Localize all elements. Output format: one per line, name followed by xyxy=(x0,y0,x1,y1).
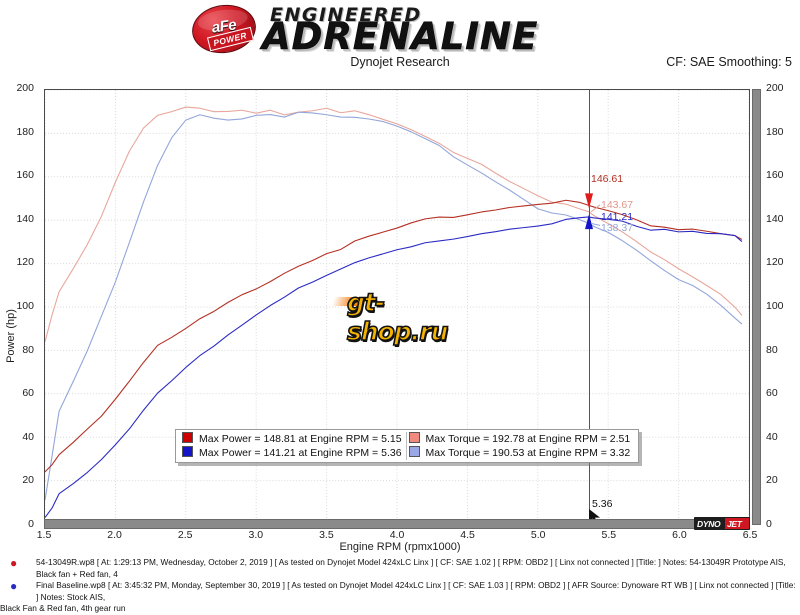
legend-swatch-power-blue xyxy=(180,446,197,460)
y-tick-right: 60 xyxy=(766,387,778,400)
y-tick-left: 60 xyxy=(22,387,34,400)
footer-note-2-wrap-text: Black Fan & Red fan, 4th gear run xyxy=(0,603,126,613)
y-tick-left: 40 xyxy=(22,430,34,443)
y-axis-left: Power (hp) 0 20 40 60 80 100 120 140 160 180 200 xyxy=(0,80,44,535)
legend-swatch-power-red xyxy=(180,432,197,446)
plot-curves xyxy=(45,106,743,518)
legend-label-max-torque-red: Max Torque = 192.78 at Engine RPM = 2.51 xyxy=(425,433,631,445)
y-tick-right: 140 xyxy=(766,212,784,225)
y-axis-right: Torque (ft-lbs) 020406080100120140160180… xyxy=(750,80,800,535)
chart-subtitle: Dynojet Research xyxy=(350,55,450,69)
footer-note-1-text: 54-13049R.wp8 [ At: 1:29:13 PM, Wednesda… xyxy=(36,557,786,579)
y-tick-left: 180 xyxy=(16,125,34,138)
x-tick: 4.5 xyxy=(460,529,475,541)
y-tick-left: 120 xyxy=(16,256,34,269)
x-tick: 4.0 xyxy=(389,529,405,541)
legend-row: Max Power = 148.81 at Engine RPM = 5.15 … xyxy=(180,432,634,446)
legend-label-max-power-blue: Max Power = 141.21 at Engine RPM = 5.36 xyxy=(199,447,402,459)
logo-line-adrenaline: ADRENALINE xyxy=(262,15,539,58)
x-tick: 5.0 xyxy=(530,529,546,541)
x-tick: 1.5 xyxy=(36,529,52,541)
x-tick: 3.0 xyxy=(248,529,264,541)
logo-line-engineered: ENGINEERED xyxy=(270,4,422,26)
x-tick: 3.5 xyxy=(319,529,334,541)
y-tick-right: 40 xyxy=(766,430,778,443)
x-tick: 6.5 xyxy=(742,529,758,541)
x-tick: 6.0 xyxy=(672,529,687,541)
chart-footer: ● 54-13049R.wp8 [ At: 1:29:13 PM, Wednes… xyxy=(0,557,800,615)
y-tick-right: 160 xyxy=(766,169,784,182)
cf-smoothing-label: CF: SAE Smoothing: 5 xyxy=(666,55,792,69)
chart-legend: Max Power = 148.81 at Engine RPM = 5.15 … xyxy=(175,429,640,463)
dynojet-watermark: DYNO JET xyxy=(694,517,750,530)
cursor-value-power-blue: 141.21 xyxy=(601,211,634,224)
y-axis-right-bar xyxy=(752,89,761,525)
cursor-vertical-line[interactable] xyxy=(589,89,590,525)
y-tick-right: 0 xyxy=(766,518,772,530)
y-tick-left: 0 xyxy=(28,518,34,530)
chart-header: aFe POWER ENGINEERED ADRENALINE Dynojet … xyxy=(0,0,800,80)
x-tick: 2.0 xyxy=(107,529,122,541)
gt-shop-watermark: gt-shop.ru xyxy=(331,283,477,347)
y-tick-right: 180 xyxy=(766,125,784,138)
cursor-pointer-icon xyxy=(589,509,600,524)
afe-adrenaline-logo: aFe POWER ENGINEERED ADRENALINE xyxy=(188,0,608,58)
x-axis-bar xyxy=(44,519,750,529)
cursor-value-torque-red: 143.67 xyxy=(601,198,634,211)
y-tick-left: 20 xyxy=(22,474,34,487)
y-tick-right: 100 xyxy=(766,300,784,312)
y-tick-right: 80 xyxy=(766,343,778,356)
legend-label-max-power-red: Max Power = 148.81 at Engine RPM = 5.15 xyxy=(199,433,402,445)
y-tick-left: 200 xyxy=(16,82,34,94)
y-tick-left: 100 xyxy=(16,300,34,312)
dynojet-label-jet-box: JET xyxy=(725,518,749,529)
cursor-value-power-red: 146.61 xyxy=(591,173,624,186)
dynojet-label-jet: JET xyxy=(727,519,742,529)
footer-note-2: ● Final Baseline.wp8 [ At: 3:45:32 PM, M… xyxy=(0,580,800,603)
legend-row: Max Power = 141.21 at Engine RPM = 5.36 … xyxy=(180,446,634,460)
footer-note-2-text: Final Baseline.wp8 [ At: 3:45:32 PM, Mon… xyxy=(36,580,796,602)
x-tick: 5.5 xyxy=(601,529,617,541)
legend-swatch-torque-blue xyxy=(405,446,424,460)
dynojet-label-dyno: DYNO xyxy=(697,519,721,529)
bullet-blue-icon: ● xyxy=(10,579,18,593)
x-axis-title: Engine RPM (rpmx1000) xyxy=(339,541,461,553)
cursor-value-torque-blue: 138.37 xyxy=(601,222,634,235)
y-tick-right: 20 xyxy=(766,474,778,487)
y-tick-left: 160 xyxy=(16,169,34,182)
cursor-rpm-label: 5.36 xyxy=(592,498,613,510)
footer-note-2-wrap: Black Fan & Red fan, 4th gear run xyxy=(0,603,800,615)
y-tick-right: 120 xyxy=(766,256,784,269)
y-tick-left: 80 xyxy=(22,343,34,356)
footer-note-1: ● 54-13049R.wp8 [ At: 1:29:13 PM, Wednes… xyxy=(0,557,800,580)
dyno-chart-page: aFe POWER ENGINEERED ADRENALINE Dynojet … xyxy=(0,0,800,600)
y-tick-right: 200 xyxy=(766,82,784,94)
y-tick-left: 140 xyxy=(16,212,34,225)
legend-label-max-torque-blue: Max Torque = 190.53 at Engine RPM = 3.32 xyxy=(425,447,631,459)
x-tick: 2.5 xyxy=(177,529,193,541)
gt-shop-label: gt-shop.ru xyxy=(346,287,449,347)
bullet-red-icon: ● xyxy=(10,556,18,570)
afe-power-badge-icon: aFe POWER xyxy=(188,0,262,58)
legend-swatch-torque-red xyxy=(405,432,424,446)
